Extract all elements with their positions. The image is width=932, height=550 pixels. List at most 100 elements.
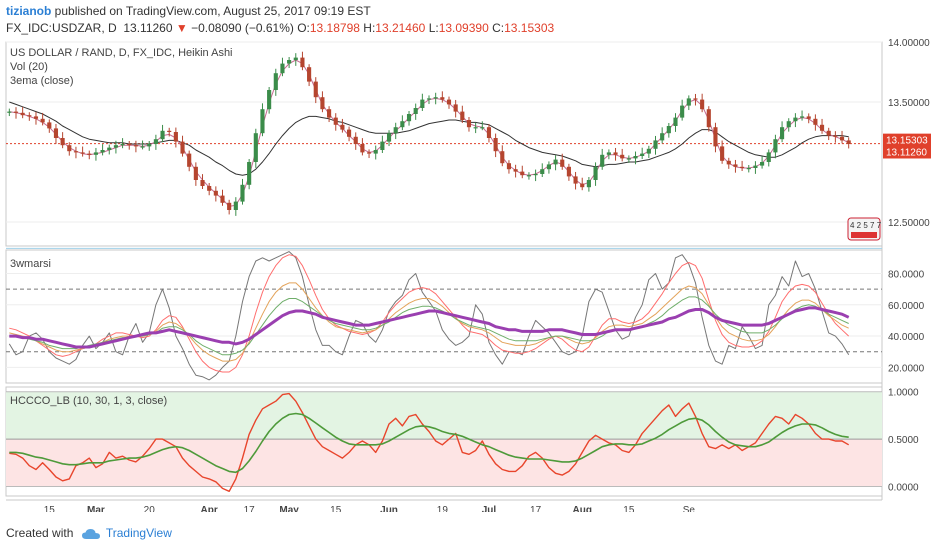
volume-indicator-label: Vol (20): [10, 61, 48, 73]
us-flag-badge: 4 2 5 7 7: [847, 217, 882, 241]
candle-body: [846, 140, 851, 144]
candle-body: [646, 148, 651, 154]
candle-body: [193, 166, 198, 180]
candle-body: [500, 151, 505, 164]
candle-body: [253, 133, 258, 162]
high-value: 13.21460: [375, 21, 426, 35]
candle-body: [353, 136, 358, 144]
candle-body: [566, 166, 571, 177]
candle-body: [167, 130, 172, 132]
candle-body: [100, 150, 105, 153]
candle-body: [720, 146, 725, 161]
rsi-average-line: [9, 306, 850, 349]
candle-body: [733, 164, 738, 167]
candle-body: [560, 159, 565, 167]
candle-body: [526, 175, 532, 177]
candle-body: [173, 132, 178, 142]
time-axis-tick: Aug: [573, 505, 592, 512]
candle-body: [147, 144, 152, 147]
candle-body: [406, 114, 412, 122]
candle-body: [693, 98, 698, 100]
tradingview-brand[interactable]: TradingView: [105, 526, 172, 540]
time-axis-tick: Jul: [482, 505, 497, 512]
candle-body: [713, 127, 718, 147]
candle-body: [460, 111, 465, 120]
price-axis-tick: 12.50000: [888, 218, 930, 229]
author-link[interactable]: tizianob: [6, 4, 52, 18]
candle-body: [213, 190, 218, 196]
candle-body: [666, 126, 671, 134]
candle-body: [606, 152, 611, 155]
candle-body: [80, 152, 85, 154]
price-label-text: 13.15303: [886, 136, 928, 147]
candle-body: [120, 144, 125, 146]
candle-body: [506, 163, 512, 170]
open-value: 13.18798: [309, 21, 360, 35]
hccco-axis-tick: 0.0000: [888, 483, 919, 494]
candle-body: [633, 156, 638, 159]
created-with: Created with TradingView: [6, 526, 172, 540]
candle-body: [766, 152, 771, 162]
candle-body: [540, 169, 545, 174]
candle-body: [819, 124, 825, 131]
time-axis-tick: 15: [623, 505, 635, 512]
chart-header: tizianob published on TradingView.com, A…: [0, 0, 932, 40]
price-change: −0.08090 (−0.61%): [191, 21, 294, 35]
candle-body: [433, 97, 438, 99]
candle-body: [726, 160, 731, 165]
rsi-pane-title: 3wmarsi: [10, 258, 51, 270]
candle-body: [220, 195, 225, 203]
hccco-slow-line: [9, 412, 849, 474]
candle-body: [453, 104, 458, 112]
candle-body: [267, 90, 272, 110]
last-price: 13.11260: [123, 21, 173, 35]
candle-body: [93, 152, 98, 155]
price-label-box: [883, 133, 931, 147]
time-axis-tick: 15: [330, 505, 342, 512]
chart-area[interactable]: 14.00000 13.50000 12.50000 13.15303 13.11260…: [0, 38, 932, 512]
price-label-text: 13.11260: [886, 147, 927, 158]
candle-body: [473, 127, 478, 129]
candle-body: [200, 180, 205, 186]
hccco-axis-tick: 1.0000: [888, 388, 919, 399]
candle-body: [287, 60, 292, 64]
candle-body: [393, 127, 398, 134]
candle-body: [660, 133, 665, 141]
time-axis-tick: Se: [683, 505, 696, 512]
flag-stripes: [851, 232, 877, 238]
candle-body: [640, 153, 645, 156]
candle-body: [426, 98, 432, 100]
rsi-axis-tick: 40.0000: [888, 332, 925, 343]
candle-body: [839, 136, 845, 141]
candle-body: [680, 105, 685, 118]
candle-body: [420, 99, 425, 108]
hccco-fast-line: [9, 392, 850, 492]
candle-body: [833, 135, 838, 137]
price-axis-tick: 14.00000: [888, 38, 930, 49]
candle-body: [73, 151, 79, 153]
down-arrow-icon: ▼: [175, 21, 188, 35]
symbol-name: FX_IDC:USDZAR, D: [6, 21, 117, 35]
candle-body: [740, 166, 745, 168]
symbol-line: FX_IDC:USDZAR, D 13.11260 ▼ −0.08090 (−0…: [6, 21, 554, 35]
candle-body: [366, 152, 372, 154]
candle-body: [260, 109, 265, 134]
candle-body: [466, 120, 472, 128]
candle-body: [546, 164, 551, 170]
time-axis-tick: May: [279, 505, 299, 512]
ema-fast-line: [9, 59, 849, 207]
candle-body: [153, 139, 158, 144]
published-text: published on TradingView.com, August 25,…: [54, 4, 371, 18]
candle-body: [553, 159, 558, 165]
candle-body: [486, 127, 492, 138]
price-axis-tick: 13.50000: [888, 98, 930, 109]
close-value: 13.15303: [504, 21, 555, 35]
candle-body: [133, 145, 138, 147]
candle-body: [813, 118, 818, 125]
candle-body: [373, 150, 378, 154]
candle-body: [273, 73, 278, 90]
high-label: H:: [363, 21, 376, 35]
candle-body: [773, 139, 778, 153]
time-axis-tick: 19: [437, 505, 449, 512]
candle-body: [307, 67, 312, 82]
